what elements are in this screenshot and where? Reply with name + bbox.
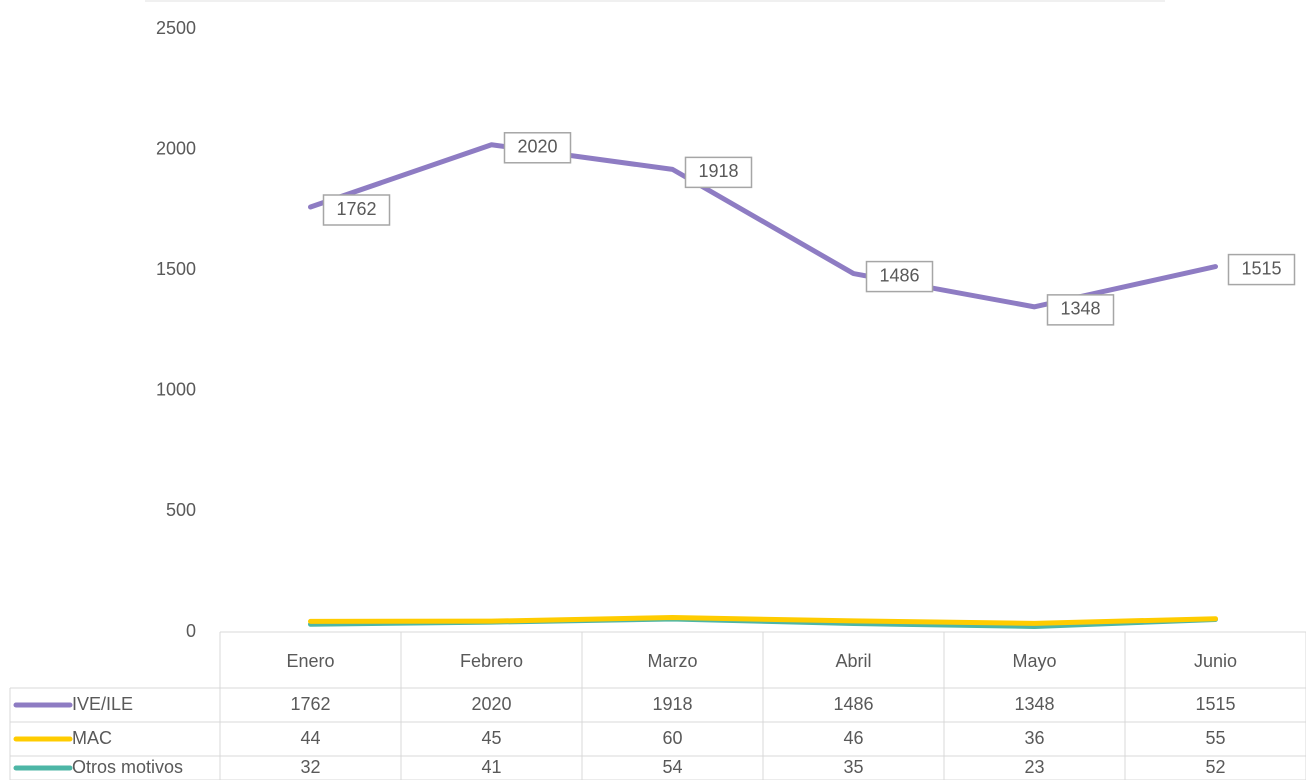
data-label-box — [1046, 294, 1115, 326]
data-label: 1348 — [1060, 299, 1100, 319]
table-cell: 55 — [1205, 728, 1225, 748]
table-cell: 2020 — [471, 694, 511, 714]
data-label: 1918 — [698, 161, 738, 181]
x-tick-label: Mayo — [1012, 651, 1056, 671]
table-cell: 36 — [1024, 728, 1044, 748]
data-label-box — [865, 260, 934, 293]
table-cell: 1515 — [1195, 694, 1235, 714]
x-tick-label: Abril — [835, 651, 871, 671]
table-cell: 41 — [481, 757, 501, 777]
series-line — [308, 142, 1218, 310]
table-cell: 44 — [300, 728, 320, 748]
y-tick-label: 500 — [166, 500, 196, 520]
data-label: 2020 — [517, 137, 557, 157]
legend-label: Otros motivos — [72, 757, 183, 777]
y-tick-label: 0 — [186, 621, 196, 641]
data-label-box — [684, 156, 753, 189]
legend-label: IVE/ILE — [72, 694, 133, 714]
y-tick-label: 1000 — [156, 380, 196, 400]
table-cell: 54 — [662, 757, 682, 777]
table-cell: 1348 — [1014, 694, 1054, 714]
table-cell: 32 — [300, 757, 320, 777]
data-label-box — [322, 194, 391, 226]
x-tick-label: Junio — [1194, 651, 1237, 671]
y-tick-label: 1500 — [156, 259, 196, 279]
x-tick-label: Marzo — [647, 651, 697, 671]
y-tick-label: 2000 — [156, 138, 196, 158]
data-label: 1486 — [879, 265, 919, 285]
data-label: 1515 — [1241, 258, 1281, 278]
table-cell: 45 — [481, 728, 501, 748]
table-cell: 46 — [843, 728, 863, 748]
table-cell: 1762 — [290, 694, 330, 714]
table-cell: 1486 — [833, 694, 873, 714]
data-label-box — [503, 132, 572, 164]
x-tick-label: Enero — [286, 651, 334, 671]
series-line — [308, 615, 1218, 626]
table-cell: 52 — [1205, 757, 1225, 777]
legend-label: MAC — [72, 728, 112, 748]
table-cell: 1918 — [652, 694, 692, 714]
data-label: 1762 — [336, 199, 376, 219]
table-cell: 23 — [1024, 757, 1044, 777]
table-cell: 35 — [843, 757, 863, 777]
y-tick-label: 2500 — [156, 18, 196, 38]
table-cell: 60 — [662, 728, 682, 748]
data-label-box — [1227, 253, 1296, 286]
x-tick-label: Febrero — [460, 651, 523, 671]
